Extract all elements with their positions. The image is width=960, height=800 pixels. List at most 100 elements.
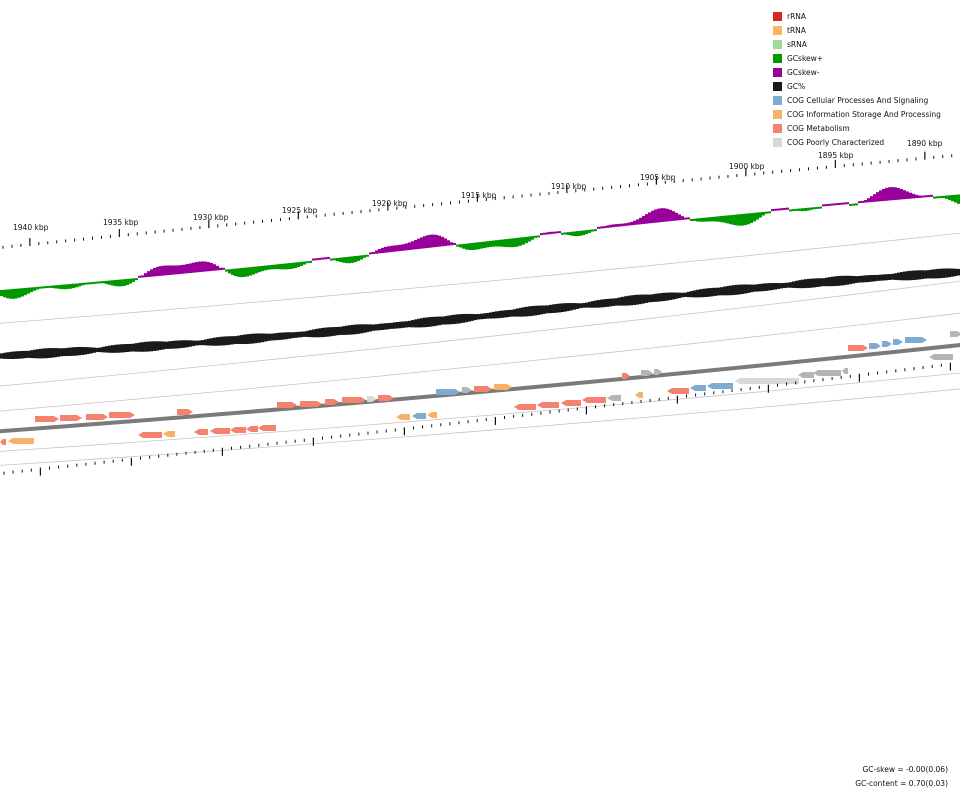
gc-content-bar <box>96 347 99 353</box>
gc-skew-minus-bar <box>774 208 777 211</box>
gc-skew-plus-bar <box>33 287 36 291</box>
gene-arrow <box>325 399 339 405</box>
gc-content-bar <box>330 327 333 337</box>
gc-skew-minus-bar <box>663 208 666 222</box>
gene-arrow <box>163 431 175 437</box>
gc-content-bar <box>459 314 462 324</box>
gc-skew-minus-bar <box>552 231 555 234</box>
gc-content-bar <box>342 326 345 335</box>
gc-content-bar <box>708 288 711 297</box>
gc-skew-minus-bar <box>633 220 636 225</box>
gc-skew-minus-bar <box>171 265 174 275</box>
gc-content-bar <box>117 344 120 353</box>
gc-skew-plus-bar <box>87 282 90 285</box>
gc-content-bar <box>567 303 570 312</box>
gc-content-bar <box>633 295 636 305</box>
gc-content-bar <box>225 336 228 346</box>
gc-skew-minus-bar <box>609 224 612 228</box>
gc-skew-minus-bar <box>546 232 549 235</box>
gc-content-bar <box>102 346 105 353</box>
gc-content-bar <box>594 300 597 308</box>
gc-content-bar <box>540 305 543 315</box>
gc-skew-plus-bar <box>93 281 96 284</box>
gc-content-bar <box>465 313 468 323</box>
gc-content-bar <box>750 284 753 293</box>
gc-skew-minus-bar <box>924 195 927 198</box>
gc-skew-plus-bar <box>579 230 582 236</box>
gc-skew-plus-bar <box>738 214 741 226</box>
gc-content-bar <box>306 330 309 337</box>
gc-skew-plus-bar <box>804 208 807 211</box>
gene-arrow <box>514 404 536 410</box>
gc-skew-minus-bar <box>381 247 384 254</box>
gc-content-bar <box>36 349 39 359</box>
gc-content-bar <box>354 324 357 335</box>
gc-skew-minus-bar <box>195 262 198 273</box>
gc-skew-minus-bar <box>213 264 216 271</box>
legend-label: COG Poorly Characterized <box>787 137 885 147</box>
gc-content-bar <box>270 333 273 341</box>
gc-content-bar <box>219 336 222 346</box>
gc-content-bar <box>921 270 924 280</box>
gc-content-bar <box>207 338 210 346</box>
gc-content-bar <box>870 275 873 282</box>
gc-content-track <box>0 268 960 360</box>
gc-skew-plus-bar <box>276 264 279 270</box>
legend-item: COG Metabolism <box>773 121 941 135</box>
gc-content-bar <box>534 305 537 316</box>
gene-arrow <box>494 384 512 390</box>
gc-skew-plus-bar <box>489 240 492 247</box>
gc-content-bar <box>186 340 189 348</box>
gene-features <box>0 331 960 445</box>
gc-content-bar <box>864 275 867 283</box>
gc-content-bar <box>957 268 960 276</box>
gc-skew-plus-bar <box>270 264 273 270</box>
guide-line <box>0 388 960 466</box>
gc-content-bar <box>795 280 798 289</box>
gc-skew-minus-bar <box>453 242 456 245</box>
gc-content-bar <box>195 340 198 346</box>
gc-skew-minus-bar <box>687 217 690 220</box>
gc-skew-minus-bar <box>927 195 930 198</box>
gc-skew-plus-bar <box>741 213 744 226</box>
gc-skew-minus-bar <box>378 248 381 254</box>
gc-content-bar <box>630 295 633 306</box>
gc-content-bar <box>42 348 45 359</box>
gc-content-bar <box>906 271 909 281</box>
gc-content-bar <box>894 273 897 280</box>
legend-swatch <box>773 11 782 21</box>
gc-skew-stat: GC-skew = -0.00(0.06) <box>862 765 949 774</box>
gc-content-bar <box>75 347 78 356</box>
gc-skew-minus-bar <box>672 211 675 221</box>
gc-skew-plus-bar <box>42 286 45 289</box>
gc-skew-plus-bar <box>852 203 855 206</box>
gc-skew-minus-bar <box>837 203 840 206</box>
gc-skew-minus-bar <box>783 207 786 210</box>
gc-content-bar <box>390 322 393 329</box>
gc-skew-plus-bar <box>111 280 114 286</box>
gc-skew-minus-bar <box>444 238 447 246</box>
gc-skew-minus-bar <box>540 233 543 236</box>
gc-content-bar <box>291 332 294 339</box>
gc-skew-minus-bar <box>408 242 411 251</box>
gc-skew-plus-bar <box>90 282 93 285</box>
gc-content-bar <box>597 300 600 308</box>
gc-content-bar <box>591 301 594 308</box>
gc-content-bar <box>528 306 531 317</box>
gc-content-bar <box>876 274 879 281</box>
gc-skew-minus-bar <box>219 267 222 271</box>
gc-skew-minus-bar <box>201 261 204 272</box>
gc-skew-minus-bar <box>636 219 639 225</box>
gc-skew-plus-bar <box>288 263 291 270</box>
gc-content-bar <box>486 312 489 319</box>
gc-content-bar <box>450 315 453 325</box>
gene-arrow <box>813 370 841 376</box>
gc-content-bar <box>393 322 396 329</box>
gc-skew-plus-bar <box>573 231 576 237</box>
gene-arrow <box>582 397 606 403</box>
gc-skew-minus-bar <box>174 265 177 275</box>
gc-content-bar <box>222 336 225 346</box>
gc-skew-minus-bar <box>222 267 225 270</box>
gc-content-bar <box>81 346 84 355</box>
